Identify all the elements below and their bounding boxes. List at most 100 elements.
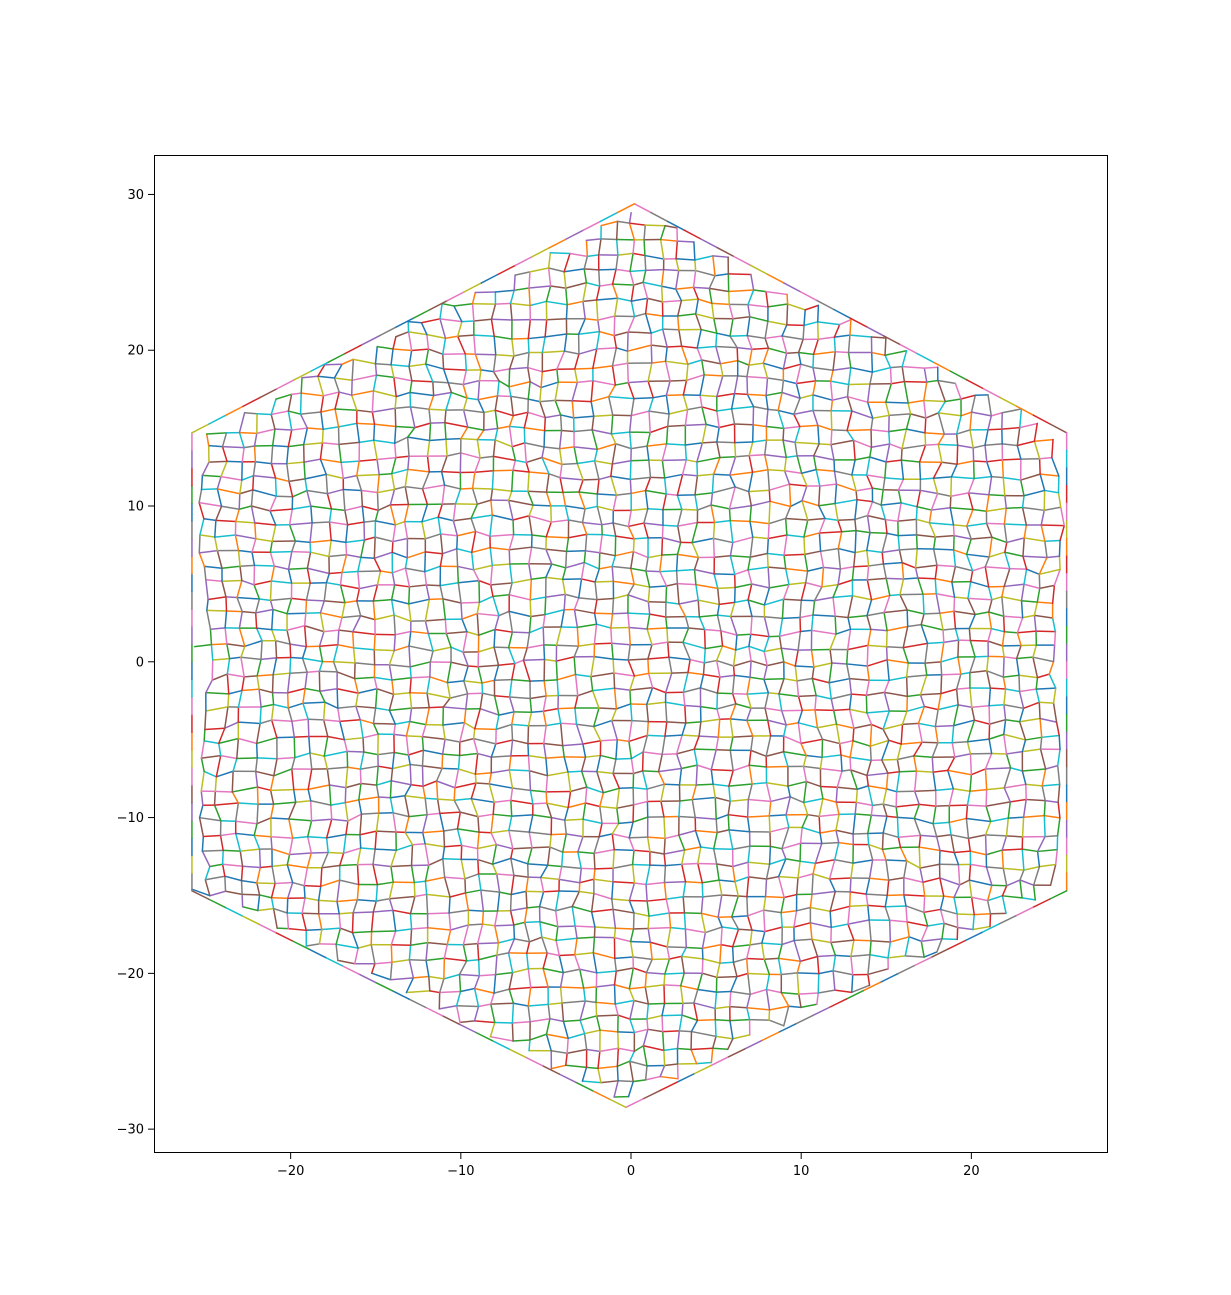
mesh-edge — [901, 444, 927, 450]
mesh-edge — [305, 599, 326, 602]
mesh-edge — [778, 693, 800, 698]
mesh-edge — [645, 556, 649, 572]
mesh-edge — [476, 843, 498, 850]
mesh-edge — [897, 478, 905, 491]
mesh-edge — [204, 727, 226, 731]
mesh-edge — [492, 455, 517, 462]
mesh-edge — [291, 718, 309, 722]
mesh-edge — [632, 786, 648, 790]
mesh-edge — [595, 1001, 616, 1005]
mesh-edge — [882, 832, 900, 838]
mesh-edge — [870, 351, 886, 356]
mesh-edge — [612, 522, 630, 528]
mesh-edge — [745, 957, 749, 975]
mesh-edge — [865, 679, 870, 696]
mesh-edge — [782, 735, 802, 745]
mesh-edge — [452, 517, 472, 522]
mesh-edge — [612, 863, 634, 869]
mesh-edge — [544, 593, 567, 598]
mesh-edge — [965, 553, 974, 572]
mesh-edge — [627, 658, 649, 661]
mesh-edge — [616, 1047, 620, 1068]
mesh-edge — [597, 315, 616, 321]
mesh-edge — [969, 656, 976, 674]
mesh-edge — [409, 391, 435, 397]
mesh-edge — [831, 429, 848, 432]
mesh-edge — [900, 459, 921, 463]
mesh-edge — [258, 598, 272, 602]
mesh-edge — [421, 503, 429, 523]
mesh-edge — [847, 923, 855, 941]
mesh-edge — [816, 321, 841, 326]
mesh-edge — [444, 421, 469, 428]
mesh-edge — [633, 672, 650, 677]
mesh-edge — [647, 508, 664, 511]
mesh-edge — [269, 775, 275, 792]
mesh-edge — [421, 765, 443, 770]
mesh-edge — [628, 899, 648, 902]
mesh-edge — [508, 829, 514, 850]
mesh-edge — [336, 671, 356, 680]
mesh-edge — [403, 520, 409, 540]
mesh-edge — [559, 971, 564, 988]
mesh-edge — [478, 579, 492, 586]
mesh-edge — [274, 931, 293, 942]
mesh-edge — [426, 439, 431, 457]
mesh-edge — [729, 541, 734, 557]
mesh-edge — [442, 721, 466, 726]
mesh-edge — [812, 614, 836, 617]
mesh-edge — [665, 443, 687, 446]
mesh-edge — [948, 787, 955, 807]
mesh-edge — [611, 268, 617, 285]
mesh-edge — [815, 694, 832, 700]
mesh-edge — [359, 751, 365, 770]
mesh-edge — [458, 1023, 477, 1034]
mesh-edge — [372, 900, 377, 913]
mesh-edge — [719, 943, 722, 964]
mesh-edge — [777, 858, 787, 878]
mesh-edge — [784, 567, 790, 586]
mesh-edge — [650, 211, 669, 223]
mesh-edge — [526, 631, 531, 649]
mesh-edge — [991, 596, 1003, 601]
mesh-edge — [390, 363, 395, 379]
mesh-edge — [932, 771, 937, 792]
mesh-edge — [1019, 408, 1023, 429]
mesh-edge — [1003, 704, 1025, 710]
mesh-edge — [288, 478, 306, 483]
mesh-edge — [1058, 734, 1061, 751]
mesh-edge — [713, 519, 731, 524]
mesh-edge — [578, 348, 598, 355]
mesh-edge — [829, 369, 834, 382]
mesh-edge — [1005, 753, 1012, 769]
mesh-edge — [747, 583, 753, 601]
mesh-edge — [783, 677, 798, 682]
mesh-edge — [972, 460, 988, 463]
mesh-edge — [307, 768, 313, 791]
mesh-edge — [576, 623, 598, 629]
mesh-edge — [1003, 567, 1011, 588]
mesh-edge — [577, 578, 583, 599]
mesh-edge — [426, 941, 448, 946]
mesh-edge — [627, 380, 649, 384]
mesh-edge — [495, 739, 514, 745]
mesh-edge — [721, 926, 740, 930]
mesh-edge — [749, 676, 765, 681]
mesh-edge — [700, 912, 707, 934]
mesh-edge — [1016, 405, 1035, 416]
mesh-edge — [657, 767, 683, 773]
mesh-edge — [848, 708, 855, 729]
mesh-edge — [360, 539, 366, 559]
mesh-edge — [523, 411, 529, 429]
mesh-edge — [716, 441, 721, 459]
mesh-edge — [716, 614, 732, 618]
mesh-edge — [768, 1019, 785, 1027]
mesh-edge — [610, 642, 614, 660]
mesh-edge — [343, 738, 348, 753]
mesh-edge — [424, 880, 428, 896]
mesh-edge — [629, 940, 634, 958]
mesh-edge — [644, 268, 665, 272]
mesh-edge — [866, 565, 870, 581]
mesh-edge — [338, 879, 360, 886]
mesh-edge — [390, 767, 394, 782]
